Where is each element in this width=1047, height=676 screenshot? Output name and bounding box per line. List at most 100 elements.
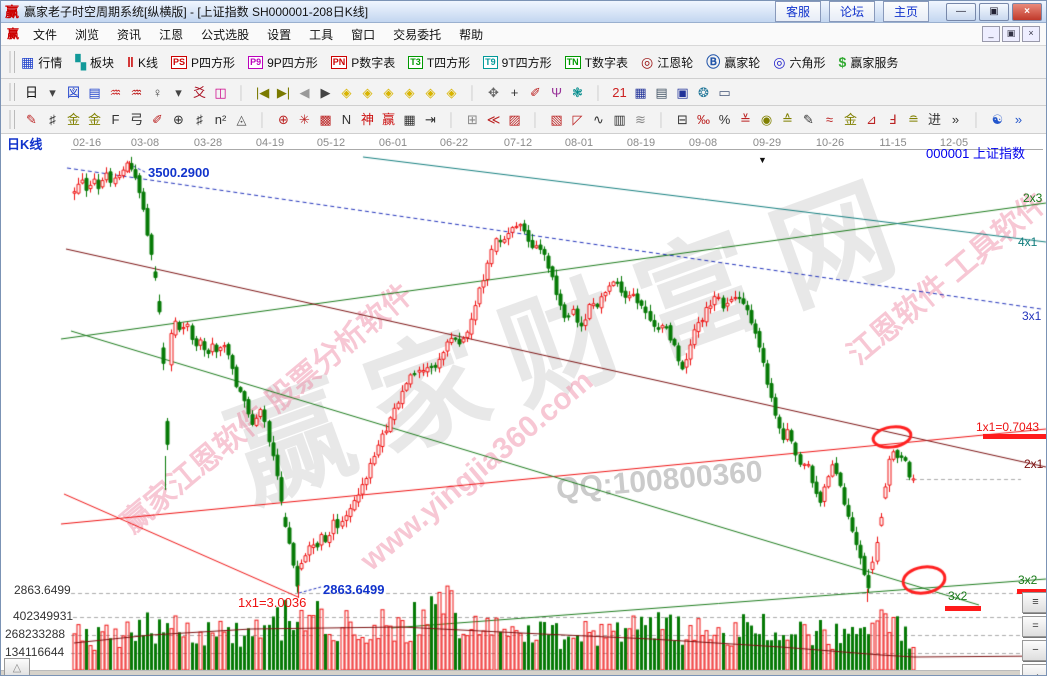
toolbar-icon-button[interactable]: 21 xyxy=(612,84,627,100)
draw-tool-button[interactable]: ≈ xyxy=(825,112,834,127)
titlebar-link-button[interactable]: 客服 xyxy=(774,1,821,22)
toolbar-icon-button[interactable]: ◈ xyxy=(446,84,457,100)
draw-tool-button[interactable]: F xyxy=(111,112,120,127)
toolbar-icon-button[interactable]: ◈ xyxy=(362,84,373,100)
horizontal-scrollbar[interactable] xyxy=(1,670,1020,675)
titlebar-link-button[interactable]: 论坛 xyxy=(828,1,875,22)
toolbar-icon-button[interactable]: ▤ xyxy=(655,84,668,100)
toolbar-main-button[interactable]: P9 9P四方形 xyxy=(248,54,318,71)
toolbar-main-button[interactable]: ◎ 六角形 xyxy=(773,54,825,71)
toolbar-icon-button[interactable]: ▭ xyxy=(718,84,731,100)
draw-tool-button[interactable]: ▦ xyxy=(403,112,416,127)
toolbar-icon-button[interactable]: ♒ xyxy=(130,84,143,100)
draw-tool-button[interactable]: ≋ xyxy=(635,112,646,127)
menu-item[interactable]: 公式选股 xyxy=(201,27,250,42)
draw-tool-button[interactable]: n² xyxy=(214,112,227,127)
menu-item[interactable]: 交易委托 xyxy=(393,27,442,42)
titlebar-link-button[interactable]: 主页 xyxy=(882,1,929,22)
draw-tool-button[interactable]: ⊟ xyxy=(677,112,688,127)
toolbar-icon-button[interactable]: │ xyxy=(468,84,477,100)
draw-tool-button[interactable]: 神 xyxy=(360,112,374,127)
toolbar-icon-button[interactable]: + xyxy=(510,84,519,100)
draw-tool-button[interactable]: ⊕ xyxy=(173,112,184,127)
draw-tool-button[interactable]: ‰ xyxy=(697,112,710,127)
draw-tool-button[interactable]: » xyxy=(951,112,960,127)
toolbar-icon-button[interactable]: 爻 xyxy=(192,84,206,100)
draw-tool-button[interactable]: ♯ xyxy=(196,112,203,127)
draw-tool-button[interactable]: ≪ xyxy=(486,112,501,127)
toolbar-icon-button[interactable]: ▾ xyxy=(49,84,56,100)
toolbar-icon-button[interactable]: ▤ xyxy=(88,84,101,100)
menu-item[interactable]: 帮助 xyxy=(459,27,484,42)
menu-item[interactable]: 江恩 xyxy=(159,27,184,42)
draw-tool-button[interactable]: ✳ xyxy=(299,112,310,127)
menu-item[interactable]: 资讯 xyxy=(117,27,142,42)
toolbar-main-button[interactable]: TN T数字表 xyxy=(564,54,628,71)
toolbar-main-button[interactable]: PN P数字表 xyxy=(330,54,395,71)
toolbar-main-button[interactable]: ◎ 江恩轮 xyxy=(641,54,693,71)
toolbar-icon-button[interactable]: ◀ xyxy=(299,84,310,100)
draw-tool-button[interactable]: ⊿ xyxy=(866,112,877,127)
draw-tool-button[interactable]: 赢 xyxy=(381,112,395,127)
toolbar-icon-button[interactable]: ▣ xyxy=(676,84,689,100)
draw-tool-button[interactable]: % xyxy=(718,112,731,127)
toolbar-icon-button[interactable]: ❃ xyxy=(572,84,583,100)
draw-tool-button[interactable]: 进 xyxy=(927,112,941,127)
toolbar-icon-button[interactable]: 日 xyxy=(24,84,38,100)
draw-tool-button[interactable]: Ν xyxy=(341,112,352,127)
draw-tool-button[interactable]: 金 xyxy=(843,112,857,127)
toolbar-icon-button[interactable]: ▶| xyxy=(276,84,291,100)
toolbar-main-button[interactable]: $ 赢家服务 xyxy=(839,54,899,71)
draw-tool-button[interactable]: » xyxy=(1014,112,1023,127)
draw-tool-button[interactable]: ∿ xyxy=(593,112,604,127)
draw-tool-button[interactable]: ⊕ xyxy=(278,112,289,127)
mdi-minimize-button[interactable]: _ xyxy=(982,26,1000,42)
toolbar-main-button[interactable]: ‖ K线 xyxy=(127,54,158,71)
toolbar-icon-button[interactable]: ◈ xyxy=(383,84,394,100)
toolbar-icon-button[interactable]: ◈ xyxy=(404,84,415,100)
toolbar-icon-button[interactable]: ▶ xyxy=(320,84,331,100)
draw-tool-button[interactable]: ◉ xyxy=(760,112,773,127)
toolbar-icon-button[interactable]: │ xyxy=(594,84,603,100)
toolbar-icon-button[interactable]: ♀ xyxy=(152,84,163,100)
draw-tool-button[interactable]: ☯ xyxy=(991,112,1004,127)
corner-delta-button[interactable]: △ xyxy=(4,658,30,675)
draw-tool-button[interactable]: ▧ xyxy=(550,112,563,127)
pane-scale-button[interactable]: = xyxy=(1022,616,1046,637)
draw-tool-button[interactable]: ▩ xyxy=(319,112,332,127)
draw-tool-button[interactable]: ✎ xyxy=(803,112,814,127)
menu-item[interactable]: 工具 xyxy=(309,27,334,42)
draw-tool-button[interactable]: ⇥ xyxy=(425,112,436,127)
draw-tool-button[interactable]: 金 xyxy=(87,112,101,127)
menu-item[interactable]: 文件 xyxy=(33,27,58,42)
toolbar-icon-button[interactable]: 図 xyxy=(66,84,80,100)
toolbar-icon-button[interactable]: │ xyxy=(237,84,246,100)
toolbar-main-button[interactable]: ▚ 板块 xyxy=(75,54,114,71)
toolbar-icon-button[interactable]: ♒ xyxy=(109,84,122,100)
toolbar-main-button[interactable]: Ⓑ 赢家轮 xyxy=(706,54,760,71)
mdi-close-button[interactable]: × xyxy=(1022,26,1040,42)
toolbar-icon-button[interactable]: ✐ xyxy=(530,84,541,100)
minimize-button[interactable]: — xyxy=(946,2,976,21)
draw-tool-button[interactable]: ≘ xyxy=(908,112,919,127)
chart-canvas[interactable] xyxy=(1,134,1046,675)
toolbar-main-button[interactable]: ▦ 行情 xyxy=(21,54,62,71)
draw-tool-button[interactable]: │ xyxy=(258,112,267,127)
draw-tool-button[interactable]: │ xyxy=(972,112,981,127)
draw-tool-button[interactable]: │ xyxy=(657,112,666,127)
toolbar-icon-button[interactable]: ◈ xyxy=(425,84,436,100)
toolbar-icon-button[interactable]: ◫ xyxy=(214,84,227,100)
toolbar-icon-button[interactable]: ▦ xyxy=(634,84,647,100)
pane-scale-button[interactable]: → xyxy=(1022,664,1046,675)
draw-tool-button[interactable]: ◬ xyxy=(236,112,247,127)
draw-tool-button[interactable]: │ xyxy=(531,112,540,127)
draw-tool-button[interactable]: Ⅎ xyxy=(888,112,897,127)
toolbar-icon-button[interactable]: ✥ xyxy=(488,84,499,100)
draw-tool-button[interactable]: ≚ xyxy=(740,112,751,127)
toolbar-icon-button[interactable]: ◈ xyxy=(341,84,352,100)
toolbar-icon-button[interactable]: ▾ xyxy=(175,84,182,100)
close-button[interactable]: × xyxy=(1012,2,1042,21)
menu-item[interactable]: 窗口 xyxy=(351,27,376,42)
restore-button[interactable]: ▣ xyxy=(979,2,1009,21)
draw-tool-button[interactable]: ≙ xyxy=(782,112,793,127)
